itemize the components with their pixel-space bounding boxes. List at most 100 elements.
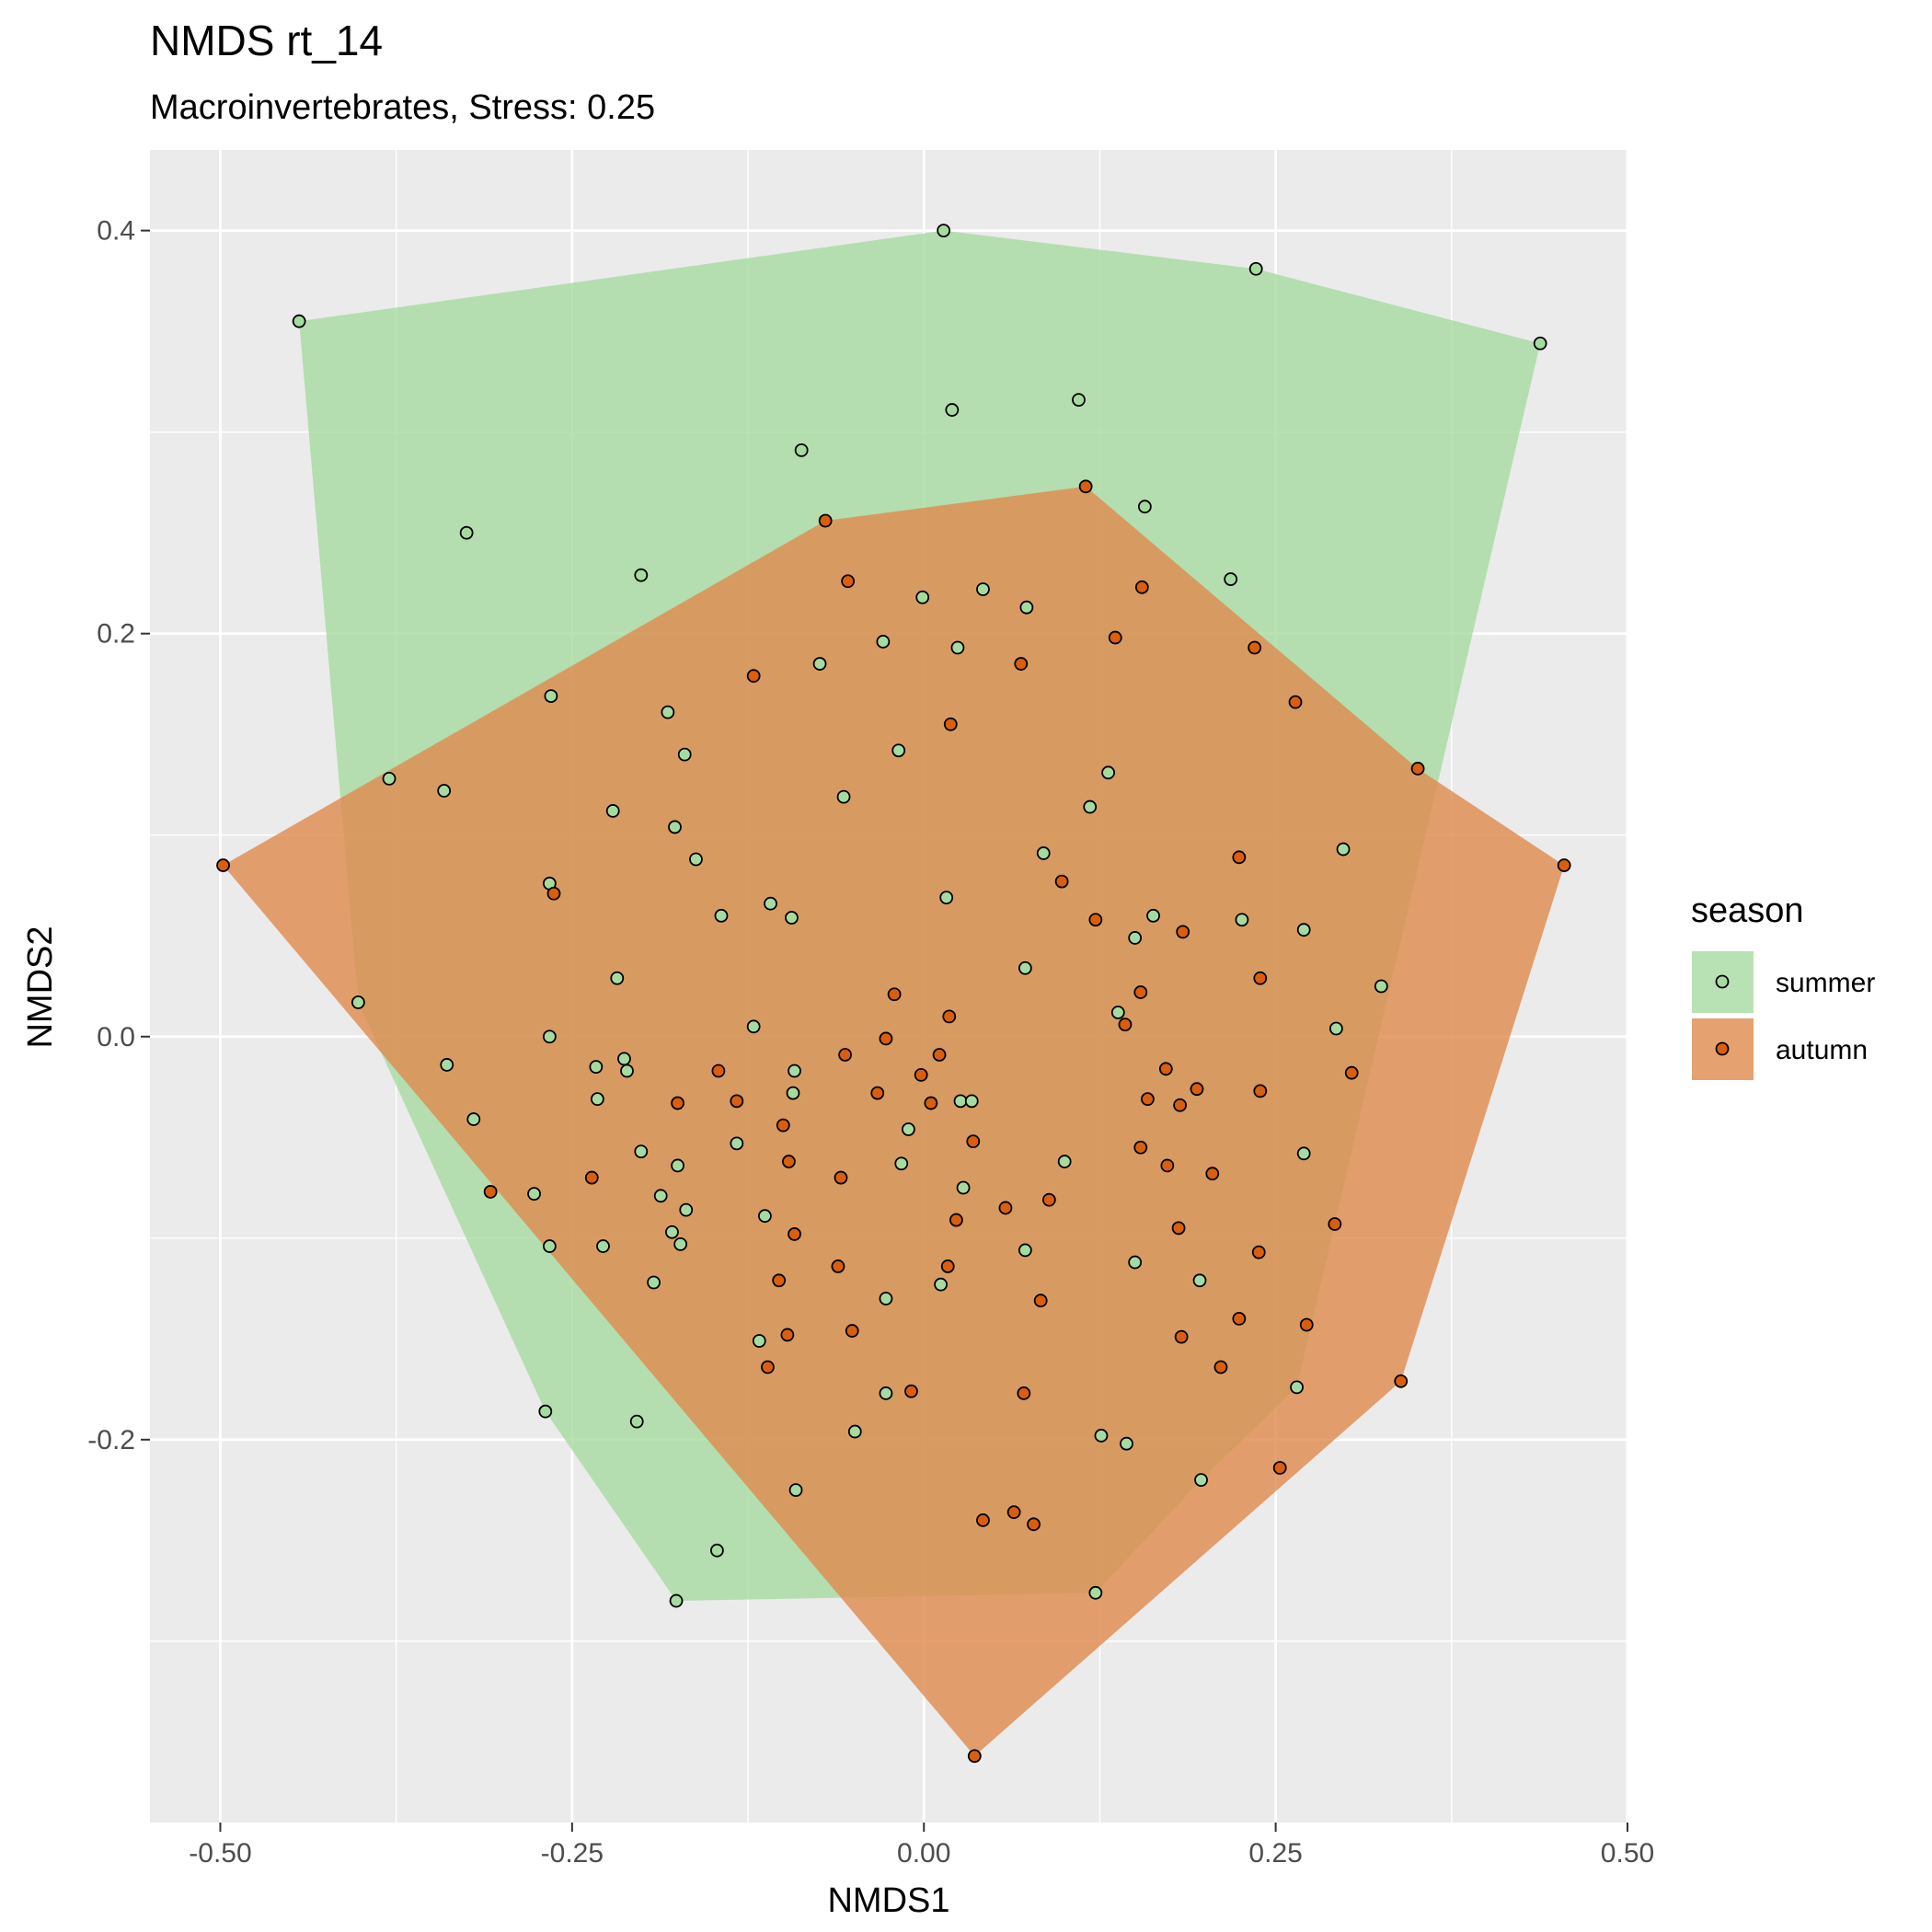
point-summer bbox=[527, 1187, 541, 1202]
y-tick-label: 0.2 bbox=[97, 619, 135, 650]
legend-label-autumn: autumn bbox=[1776, 1035, 1868, 1065]
legend-marker-autumn bbox=[1715, 1041, 1730, 1056]
point-summer bbox=[671, 1158, 684, 1173]
x-axis-label: NMDS1 bbox=[827, 1881, 949, 1920]
point-autumn bbox=[838, 1048, 852, 1062]
point-autumn bbox=[546, 886, 561, 901]
point-summer bbox=[542, 1029, 557, 1044]
point-summer bbox=[1036, 846, 1051, 860]
point-summer bbox=[1057, 1155, 1072, 1168]
point-autumn bbox=[1006, 1505, 1021, 1520]
point-summer bbox=[1248, 261, 1263, 276]
point-summer bbox=[812, 657, 827, 671]
point-summer bbox=[1194, 1473, 1208, 1488]
point-summer bbox=[1224, 572, 1238, 586]
point-summer bbox=[1101, 765, 1116, 780]
point-summer bbox=[544, 689, 558, 703]
point-summer bbox=[939, 891, 954, 905]
point-autumn bbox=[1054, 874, 1069, 889]
point-summer bbox=[589, 1060, 604, 1075]
point-autumn bbox=[870, 1086, 885, 1100]
point-summer bbox=[1296, 1146, 1311, 1161]
point-autumn bbox=[914, 1067, 928, 1082]
point-summer bbox=[915, 590, 930, 604]
point-summer bbox=[466, 1112, 481, 1126]
point-autumn bbox=[966, 1134, 981, 1149]
point-summer bbox=[629, 1414, 644, 1429]
point-autumn bbox=[584, 1170, 599, 1185]
point-summer bbox=[891, 743, 906, 758]
point-summer bbox=[605, 804, 620, 818]
point-summer bbox=[902, 1122, 915, 1136]
point-summer bbox=[351, 995, 365, 1009]
point-summer bbox=[1296, 923, 1311, 937]
point-autumn bbox=[216, 858, 230, 872]
chart-subtitle: Macroinvertebrates, Stress: 0.25 bbox=[150, 88, 655, 127]
point-summer bbox=[1328, 1021, 1343, 1036]
point-autumn bbox=[1041, 1192, 1056, 1207]
point-summer bbox=[1018, 960, 1032, 975]
point-autumn bbox=[943, 717, 958, 731]
point-autumn bbox=[940, 1259, 955, 1273]
point-autumn bbox=[730, 1094, 744, 1109]
point-autumn bbox=[949, 1213, 963, 1227]
legend: season summer autumn bbox=[1690, 891, 1875, 1082]
point-autumn bbox=[845, 1324, 859, 1338]
point-autumn bbox=[976, 1513, 990, 1527]
point-autumn bbox=[1134, 580, 1149, 594]
point-summer bbox=[945, 403, 960, 417]
point-summer bbox=[689, 852, 703, 867]
point-autumn bbox=[1205, 1167, 1220, 1181]
point-summer bbox=[617, 1052, 631, 1066]
point-summer bbox=[847, 1424, 862, 1439]
point-autumn bbox=[671, 1096, 684, 1110]
point-autumn bbox=[772, 1273, 787, 1288]
point-summer bbox=[976, 582, 990, 596]
point-summer bbox=[876, 635, 891, 649]
point-autumn bbox=[818, 513, 833, 528]
point-autumn bbox=[1017, 1386, 1031, 1400]
point-summer bbox=[590, 1092, 604, 1107]
x-tick-label: -0.50 bbox=[189, 1838, 251, 1869]
point-summer bbox=[1137, 500, 1152, 514]
y-axis-label: NMDS2 bbox=[21, 926, 60, 1048]
x-axis: -0.50 -0.25 0.00 0.25 0.50 bbox=[189, 1823, 1654, 1869]
point-autumn bbox=[904, 1384, 918, 1398]
point-summer bbox=[1072, 393, 1086, 408]
point-summer bbox=[673, 1236, 688, 1251]
point-summer bbox=[437, 784, 452, 798]
points-layer bbox=[216, 224, 1571, 1764]
point-autumn bbox=[1158, 1062, 1173, 1076]
point-summer bbox=[714, 908, 729, 923]
chart-title: NMDS rt_14 bbox=[150, 17, 383, 64]
point-summer bbox=[1094, 1429, 1109, 1443]
point-summer bbox=[964, 1094, 979, 1109]
point-autumn bbox=[1394, 1374, 1409, 1388]
point-autumn bbox=[776, 1118, 790, 1133]
point-autumn bbox=[483, 1185, 498, 1199]
point-summer bbox=[709, 1543, 724, 1558]
x-tick-label: 0.00 bbox=[897, 1838, 950, 1869]
point-summer bbox=[669, 1593, 684, 1608]
point-autumn bbox=[1232, 850, 1247, 865]
point-summer bbox=[934, 1277, 948, 1292]
x-tick-label: 0.25 bbox=[1248, 1838, 1302, 1869]
point-summer bbox=[752, 1334, 766, 1348]
point-autumn bbox=[1299, 1317, 1314, 1332]
point-summer bbox=[620, 1064, 634, 1078]
point-autumn bbox=[1033, 1294, 1048, 1308]
point-summer bbox=[788, 1064, 801, 1078]
point-summer bbox=[1110, 1006, 1125, 1019]
point-autumn bbox=[1410, 762, 1425, 776]
point-summer bbox=[1192, 1273, 1207, 1288]
point-autumn bbox=[1288, 695, 1303, 709]
point-autumn bbox=[834, 1170, 848, 1185]
point-autumn bbox=[780, 1328, 795, 1342]
point-autumn bbox=[1141, 1092, 1155, 1107]
point-summer bbox=[950, 640, 965, 655]
point-autumn bbox=[1078, 479, 1093, 494]
point-summer bbox=[879, 1292, 893, 1305]
point-autumn bbox=[1328, 1217, 1342, 1231]
point-summer bbox=[1019, 600, 1034, 615]
point-autumn bbox=[1173, 1098, 1188, 1112]
